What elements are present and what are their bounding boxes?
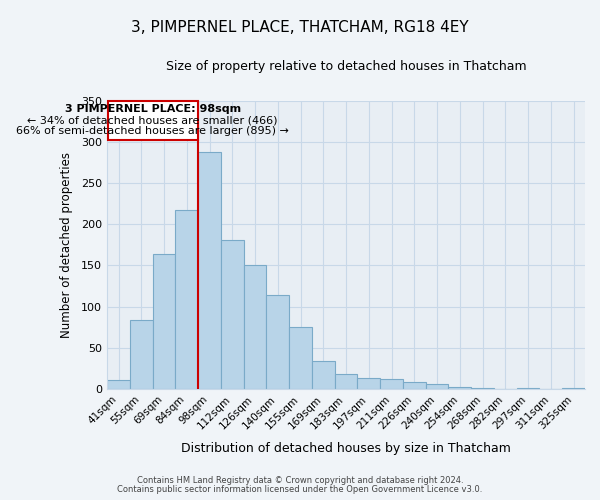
Bar: [289, 328, 312, 389]
Bar: [312, 361, 335, 389]
X-axis label: Distribution of detached houses by size in Thatcham: Distribution of detached houses by size …: [181, 442, 511, 455]
Bar: [448, 386, 471, 389]
Bar: [107, 380, 130, 389]
Bar: [471, 388, 494, 389]
Text: ← 34% of detached houses are smaller (466): ← 34% of detached houses are smaller (46…: [28, 116, 278, 126]
Bar: [130, 320, 152, 389]
Text: 3, PIMPERNEL PLACE, THATCHAM, RG18 4EY: 3, PIMPERNEL PLACE, THATCHAM, RG18 4EY: [131, 20, 469, 35]
Bar: [358, 378, 380, 389]
Text: Contains public sector information licensed under the Open Government Licence v3: Contains public sector information licen…: [118, 485, 482, 494]
Text: 66% of semi-detached houses are larger (895) →: 66% of semi-detached houses are larger (…: [16, 126, 289, 136]
Bar: [403, 382, 426, 389]
Bar: [152, 254, 175, 389]
Bar: [562, 388, 585, 389]
Bar: [221, 240, 244, 389]
Text: Contains HM Land Registry data © Crown copyright and database right 2024.: Contains HM Land Registry data © Crown c…: [137, 476, 463, 485]
Bar: [266, 295, 289, 389]
Bar: [335, 374, 358, 389]
Bar: [198, 152, 221, 389]
Bar: [426, 384, 448, 389]
FancyBboxPatch shape: [107, 100, 198, 140]
Y-axis label: Number of detached properties: Number of detached properties: [60, 152, 73, 338]
Title: Size of property relative to detached houses in Thatcham: Size of property relative to detached ho…: [166, 60, 526, 73]
Bar: [175, 210, 198, 389]
Bar: [244, 266, 266, 389]
Text: 3 PIMPERNEL PLACE: 98sqm: 3 PIMPERNEL PLACE: 98sqm: [65, 104, 241, 115]
Bar: [380, 380, 403, 389]
Bar: [517, 388, 539, 389]
